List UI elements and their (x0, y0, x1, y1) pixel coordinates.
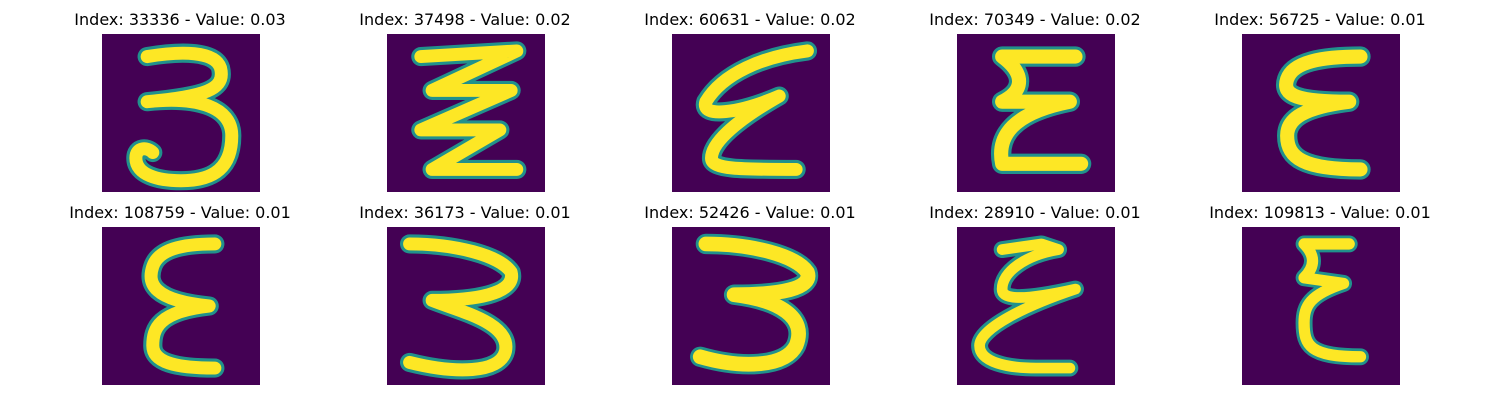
epsilon-glyph (957, 34, 1115, 192)
panel: Index: 37498 - Value: 0.02 (315, 10, 615, 200)
panel-title: Index: 36173 - Value: 0.01 (359, 203, 571, 222)
epsilon-glyph (1242, 227, 1400, 385)
panel: Index: 108759 - Value: 0.01 (30, 203, 330, 393)
panel: Index: 36173 - Value: 0.01 (315, 203, 615, 393)
three-glyph (672, 227, 830, 385)
panel-title: Index: 60631 - Value: 0.02 (644, 10, 856, 29)
slanted-epsilon-glyph (672, 34, 830, 192)
panel-title: Index: 108759 - Value: 0.01 (69, 203, 291, 222)
zigzag-three-glyph (387, 34, 545, 192)
panel: Index: 28910 - Value: 0.01 (885, 203, 1185, 393)
panel: Index: 33336 - Value: 0.03 (30, 10, 330, 200)
epsilon-glyph (1242, 34, 1400, 192)
panel: Index: 109813 - Value: 0.01 (1170, 203, 1470, 393)
panel-title: Index: 37498 - Value: 0.02 (359, 10, 571, 29)
panel-title: Index: 109813 - Value: 0.01 (1209, 203, 1431, 222)
panel: Index: 56725 - Value: 0.01 (1170, 10, 1470, 200)
panel-title: Index: 70349 - Value: 0.02 (929, 10, 1141, 29)
panel: Index: 60631 - Value: 0.02 (600, 10, 900, 200)
panel-title: Index: 33336 - Value: 0.03 (74, 10, 286, 29)
panel-title: Index: 56725 - Value: 0.01 (1214, 10, 1426, 29)
panel: Index: 70349 - Value: 0.02 (885, 10, 1185, 200)
three-glyph (387, 227, 545, 385)
panel: Index: 52426 - Value: 0.01 (600, 203, 900, 393)
epsilon-glyph (102, 227, 260, 385)
panel-title: Index: 28910 - Value: 0.01 (929, 203, 1141, 222)
panel-title: Index: 52426 - Value: 0.01 (644, 203, 856, 222)
three-glyph (102, 34, 260, 192)
epsilon-glyph (957, 227, 1115, 385)
